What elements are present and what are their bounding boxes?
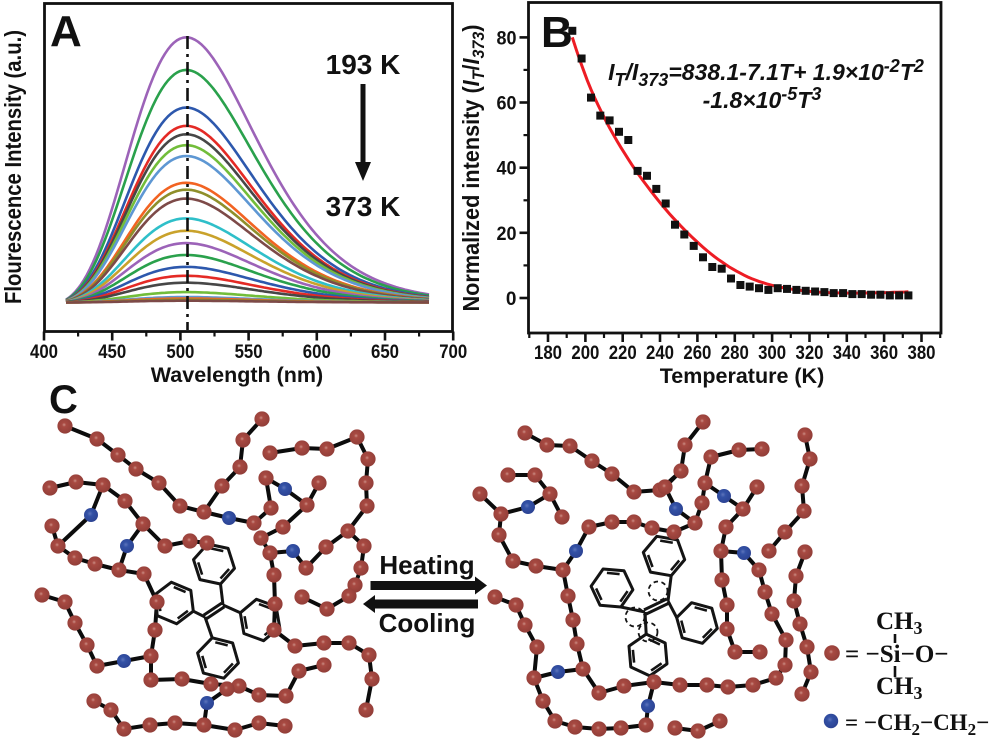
svg-text:193 K: 193 K xyxy=(326,49,401,80)
svg-text:= −Si−O−: = −Si−O− xyxy=(845,641,949,668)
svg-text:200: 200 xyxy=(571,343,599,364)
svg-text:Heating: Heating xyxy=(379,550,474,580)
svg-text:A: A xyxy=(50,7,82,56)
svg-text:Flourescence Intensity (a.u.): Flourescence Intensity (a.u.) xyxy=(0,30,26,304)
svg-text:320: 320 xyxy=(796,343,824,364)
svg-text:500: 500 xyxy=(166,342,194,363)
svg-text:600: 600 xyxy=(303,342,331,363)
svg-text:0: 0 xyxy=(506,289,517,310)
svg-text:180: 180 xyxy=(534,343,562,364)
svg-text:Wavelength (nm): Wavelength (nm) xyxy=(151,363,323,387)
svg-text:60: 60 xyxy=(497,94,517,115)
svg-text:450: 450 xyxy=(98,342,126,363)
svg-text:C: C xyxy=(49,378,78,422)
svg-text:550: 550 xyxy=(235,342,263,363)
svg-text:360: 360 xyxy=(870,343,898,364)
svg-text:Normalized intensity (IT/I373): Normalized intensity (IT/I373) xyxy=(458,25,488,312)
svg-text:-1.8×10-5T3: -1.8×10-5T3 xyxy=(703,84,822,113)
svg-text:Cooling: Cooling xyxy=(379,608,476,638)
svg-text:B: B xyxy=(541,8,573,57)
svg-text:340: 340 xyxy=(833,343,861,364)
svg-text:650: 650 xyxy=(371,342,399,363)
svg-text:260: 260 xyxy=(683,343,711,364)
svg-text:CH3: CH3 xyxy=(876,673,923,703)
svg-text:400: 400 xyxy=(30,342,58,363)
svg-text:80: 80 xyxy=(497,28,517,49)
svg-text:380: 380 xyxy=(908,343,936,364)
svg-text:240: 240 xyxy=(646,343,674,364)
svg-text:700: 700 xyxy=(439,342,467,363)
svg-text:Temperature (K): Temperature (K) xyxy=(660,364,824,388)
svg-text:280: 280 xyxy=(721,343,749,364)
svg-text:20: 20 xyxy=(497,224,517,245)
svg-text:300: 300 xyxy=(758,343,786,364)
svg-text:40: 40 xyxy=(497,159,517,180)
svg-text:220: 220 xyxy=(609,343,637,364)
svg-text:373 K: 373 K xyxy=(326,191,401,222)
